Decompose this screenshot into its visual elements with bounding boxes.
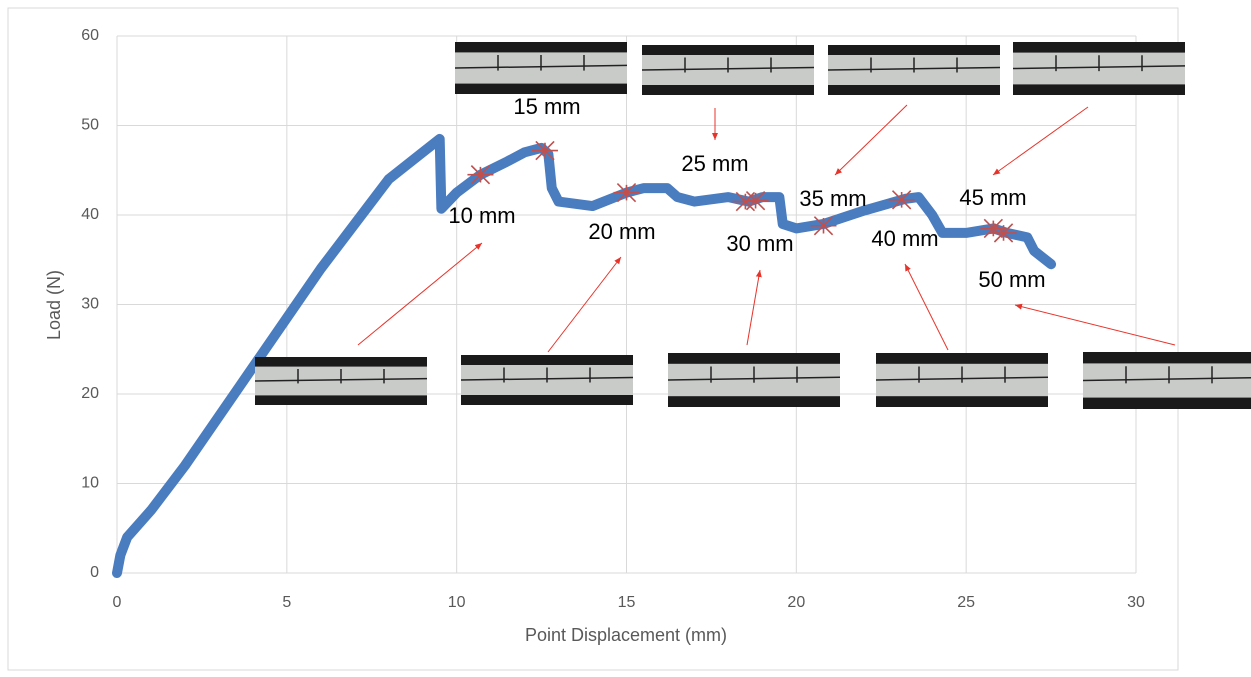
x-tick-label: 15: [618, 594, 636, 611]
asterisk-marker: [888, 190, 915, 210]
arrow: [746, 269, 762, 346]
arrow: [547, 256, 622, 353]
x-tick-label: 5: [282, 594, 291, 611]
annotation: 45 mm: [959, 185, 1026, 210]
y-tick-label: 40: [81, 206, 99, 223]
x-axis-title: Point Displacement (mm): [525, 625, 727, 645]
asterisk-marker: [531, 140, 558, 161]
x-tick-label: 20: [787, 594, 805, 611]
chart-frame: [7, 7, 1179, 671]
asterisk-marker: [990, 223, 1017, 243]
y-tick-label: 0: [90, 564, 99, 581]
x-tick-label: 30: [1127, 594, 1145, 611]
y-tick-label: 60: [81, 27, 99, 44]
annotation: 15 mm: [513, 94, 580, 119]
y-tick-label: 30: [81, 296, 99, 313]
asterisk-marker: [732, 191, 759, 212]
annotation: 35 mm: [799, 186, 866, 211]
annotation: 20 mm: [588, 219, 655, 244]
x-tick-label: 0: [113, 594, 122, 611]
asterisk-marker: [467, 165, 494, 185]
plot: [112, 133, 1057, 578]
arrow: [834, 104, 908, 176]
arrow: [904, 263, 949, 351]
photo-insets: [254, 42, 1251, 409]
x-tick-label: 10: [448, 594, 466, 611]
grid: 0 10 20 30 40 50 60 0 5 10 15 20 25 30: [81, 27, 1145, 611]
y-tick-label: 20: [81, 385, 99, 402]
annotation: 30 mm: [726, 231, 793, 256]
annotation: 40 mm: [871, 226, 938, 251]
asterisk-marker: [613, 182, 640, 203]
annotation: 25 mm: [681, 151, 748, 176]
arrow: [357, 242, 483, 346]
arrow: [992, 106, 1089, 176]
annotation: 50 mm: [978, 267, 1045, 292]
arrow: [1014, 303, 1176, 346]
x-tick-label: 25: [957, 594, 975, 611]
y-axis-title: Load (N): [44, 270, 64, 340]
y-tick-label: 10: [81, 475, 99, 492]
asterisk-marker: [742, 191, 769, 211]
load-curve: [112, 133, 1057, 578]
asterisk-marker: [810, 216, 837, 236]
asterisk-marker: [980, 218, 1007, 239]
annotation: 10 mm: [448, 203, 515, 228]
y-tick-label: 50: [81, 117, 99, 134]
